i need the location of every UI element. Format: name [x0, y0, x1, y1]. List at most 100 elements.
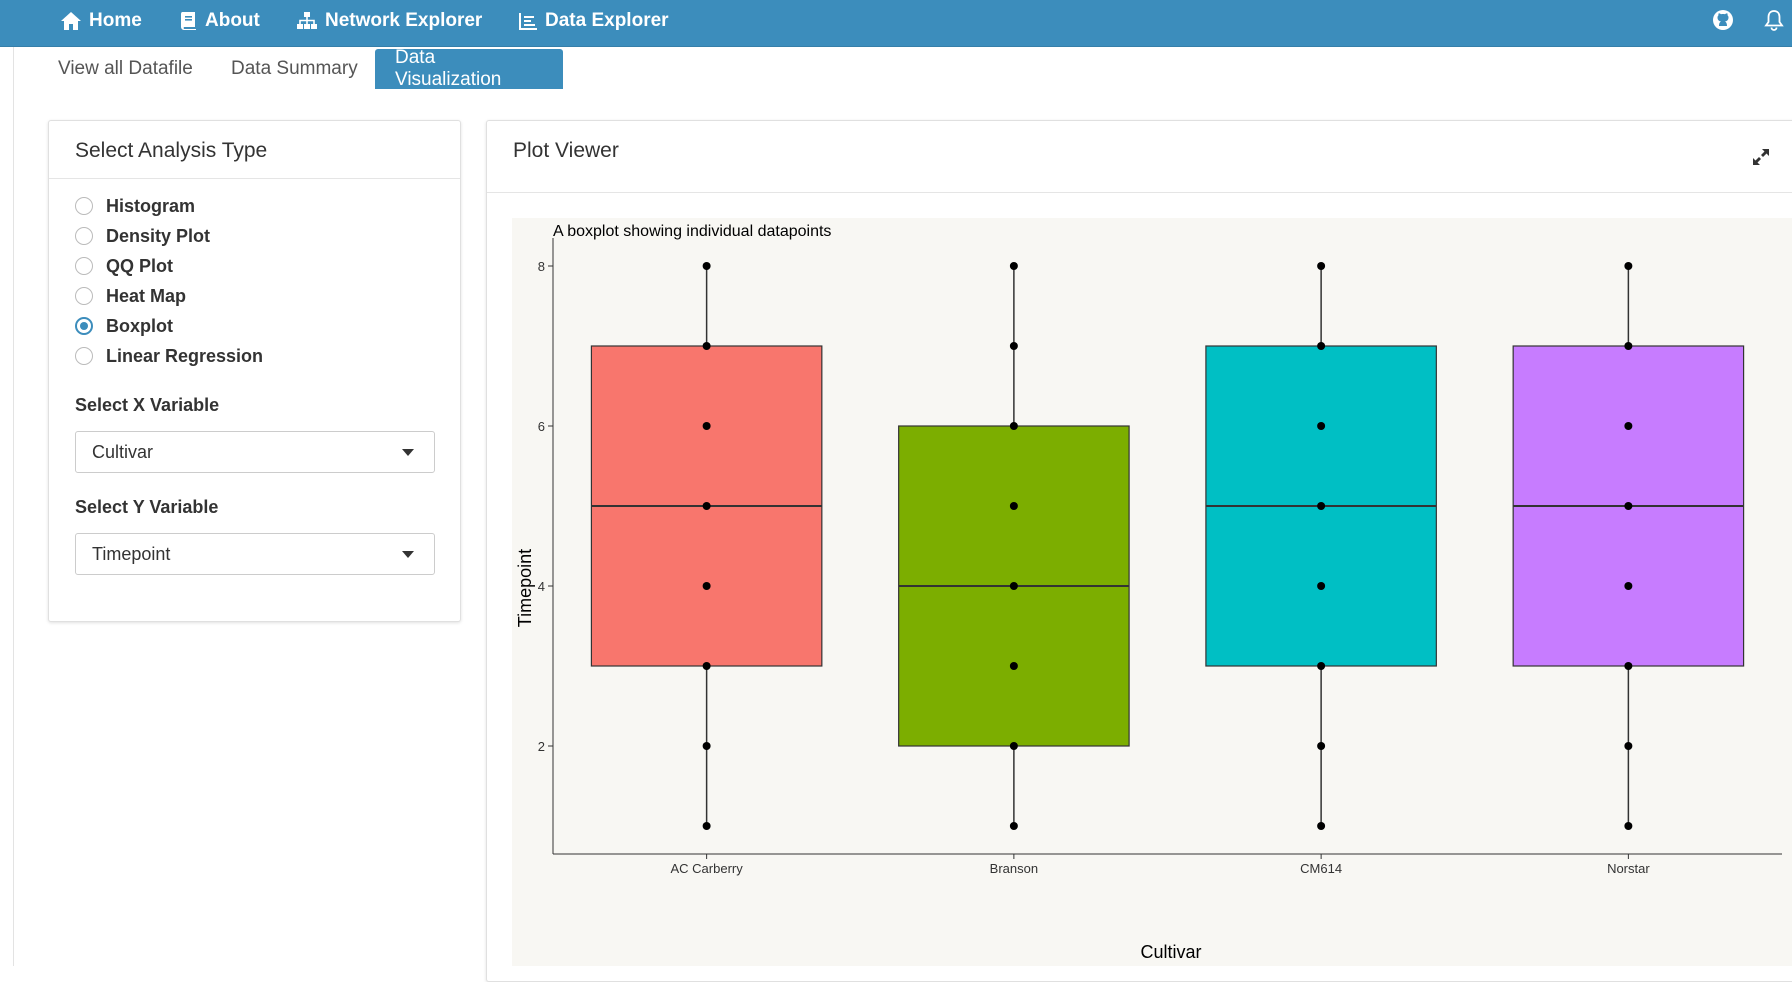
data-point — [702, 742, 711, 750]
y-tick-label: 4 — [538, 579, 545, 594]
github-link[interactable] — [1712, 7, 1734, 33]
radio-label: Linear Regression — [106, 345, 264, 366]
data-point — [702, 582, 711, 590]
boxplot-chart: A boxplot showing individual datapoints … — [515, 223, 1782, 962]
nav-data-explorer-label: Data Explorer — [545, 10, 669, 31]
radio-linear-regression[interactable]: Linear Regression — [75, 343, 263, 369]
y-variable-select[interactable]: Timepoint — [75, 533, 435, 575]
nav-data-explorer[interactable]: Data Explorer — [518, 0, 669, 42]
data-point — [1624, 342, 1633, 350]
chart-icon — [519, 13, 537, 30]
y-tick-label: 8 — [538, 259, 545, 274]
radio-label: Histogram — [106, 195, 196, 216]
nav-home[interactable]: Home — [60, 0, 142, 42]
nav-network-explorer[interactable]: Network Explorer — [296, 0, 482, 42]
y-tick-label: 6 — [538, 419, 545, 434]
data-point — [1317, 582, 1326, 590]
data-point — [1009, 342, 1018, 350]
data-point — [1624, 662, 1633, 670]
github-icon — [1713, 10, 1733, 30]
data-point — [702, 502, 711, 510]
data-point — [702, 262, 711, 270]
x-axis-label: Cultivar — [1140, 942, 1201, 962]
nav-network-explorer-label: Network Explorer — [325, 10, 483, 31]
top-navbar: Home About Network Explorer Data Explore… — [0, 0, 1792, 47]
home-icon — [61, 12, 81, 30]
x-tick-label: Norstar — [1607, 861, 1650, 876]
data-point — [1624, 422, 1633, 430]
bell-icon — [1764, 10, 1784, 31]
radio-button-selected[interactable] — [75, 317, 93, 335]
nav-about[interactable]: About — [180, 0, 260, 42]
radio-label: Boxplot — [106, 315, 173, 336]
y-variable-label: Select Y Variable — [75, 497, 219, 517]
radio-button[interactable] — [75, 197, 93, 215]
y-tick-label: 2 — [538, 739, 545, 754]
x-variable-label: Select X Variable — [75, 395, 220, 415]
radio-label: Heat Map — [106, 285, 187, 306]
expand-button[interactable] — [1751, 147, 1771, 172]
data-point — [1624, 582, 1633, 590]
radio-label: QQ Plot — [106, 255, 173, 276]
nav-home-label: Home — [89, 10, 142, 31]
select-value: Cultivar — [92, 442, 154, 462]
radio-heat-map[interactable]: Heat Map — [75, 283, 186, 309]
data-point — [1317, 502, 1326, 510]
chevron-down-icon — [402, 551, 414, 558]
data-point — [702, 342, 711, 350]
data-point — [1624, 262, 1633, 270]
chart-marks-layer: 2 4 6 8 AC Carberry Branson CM614 Norstar — [538, 238, 1782, 876]
sitemap-icon — [297, 12, 317, 29]
data-point — [1009, 662, 1018, 670]
tab-label: Data Summary — [231, 58, 358, 79]
radio-histogram[interactable]: Histogram — [75, 193, 195, 219]
data-point — [1009, 742, 1018, 750]
tab-data-summary[interactable]: Data Summary — [211, 49, 378, 89]
data-point — [1624, 502, 1633, 510]
data-point — [1009, 422, 1018, 430]
data-point — [702, 422, 711, 430]
chart-title: A boxplot showing individual datapoints — [553, 223, 831, 240]
radio-boxplot[interactable]: Boxplot — [75, 313, 173, 339]
x-tick-label: Branson — [990, 861, 1038, 876]
tab-view-all-datafile[interactable]: View all Datafile — [38, 49, 213, 89]
radio-button[interactable] — [75, 347, 93, 365]
notifications-button[interactable] — [1764, 7, 1784, 33]
nav-about-label: About — [205, 10, 260, 31]
panel-divider — [49, 178, 460, 179]
plot-area: A boxplot showing individual datapoints … — [512, 218, 1792, 966]
x-tick-label: AC Carberry — [671, 861, 744, 876]
data-point — [1009, 262, 1018, 270]
data-point — [1317, 662, 1326, 670]
panel-divider — [487, 192, 1792, 193]
radio-button[interactable] — [75, 287, 93, 305]
data-point — [1009, 582, 1018, 590]
data-point — [1624, 742, 1633, 750]
tab-label: View all Datafile — [58, 58, 193, 79]
data-point — [1624, 822, 1633, 830]
analysis-type-panel: Select Analysis Type Histogram Density P… — [48, 120, 461, 622]
data-point — [1317, 262, 1326, 270]
x-tick-label: CM614 — [1300, 861, 1342, 876]
data-point — [1317, 342, 1326, 350]
radio-button[interactable] — [75, 227, 93, 245]
radio-density-plot[interactable]: Density Plot — [75, 223, 210, 249]
data-point — [1009, 822, 1018, 830]
data-point — [1317, 742, 1326, 750]
tab-label: Data Visualization — [395, 47, 502, 90]
chevron-down-icon — [402, 449, 414, 456]
y-axis-label: Timepoint — [515, 549, 535, 627]
tab-data-visualization[interactable]: Data Visualization — [375, 47, 563, 90]
expand-icon — [1753, 149, 1769, 165]
panel-title: Plot Viewer — [513, 139, 619, 162]
select-value: Timepoint — [92, 544, 171, 564]
radio-button[interactable] — [75, 257, 93, 275]
radio-label: Density Plot — [106, 225, 211, 246]
book-icon — [180, 12, 196, 30]
x-variable-select[interactable]: Cultivar — [75, 431, 435, 473]
radio-qq-plot[interactable]: QQ Plot — [75, 253, 173, 279]
data-point — [702, 662, 711, 670]
panel-title: Select Analysis Type — [75, 139, 268, 162]
data-point — [702, 822, 711, 830]
data-point — [1009, 502, 1018, 510]
